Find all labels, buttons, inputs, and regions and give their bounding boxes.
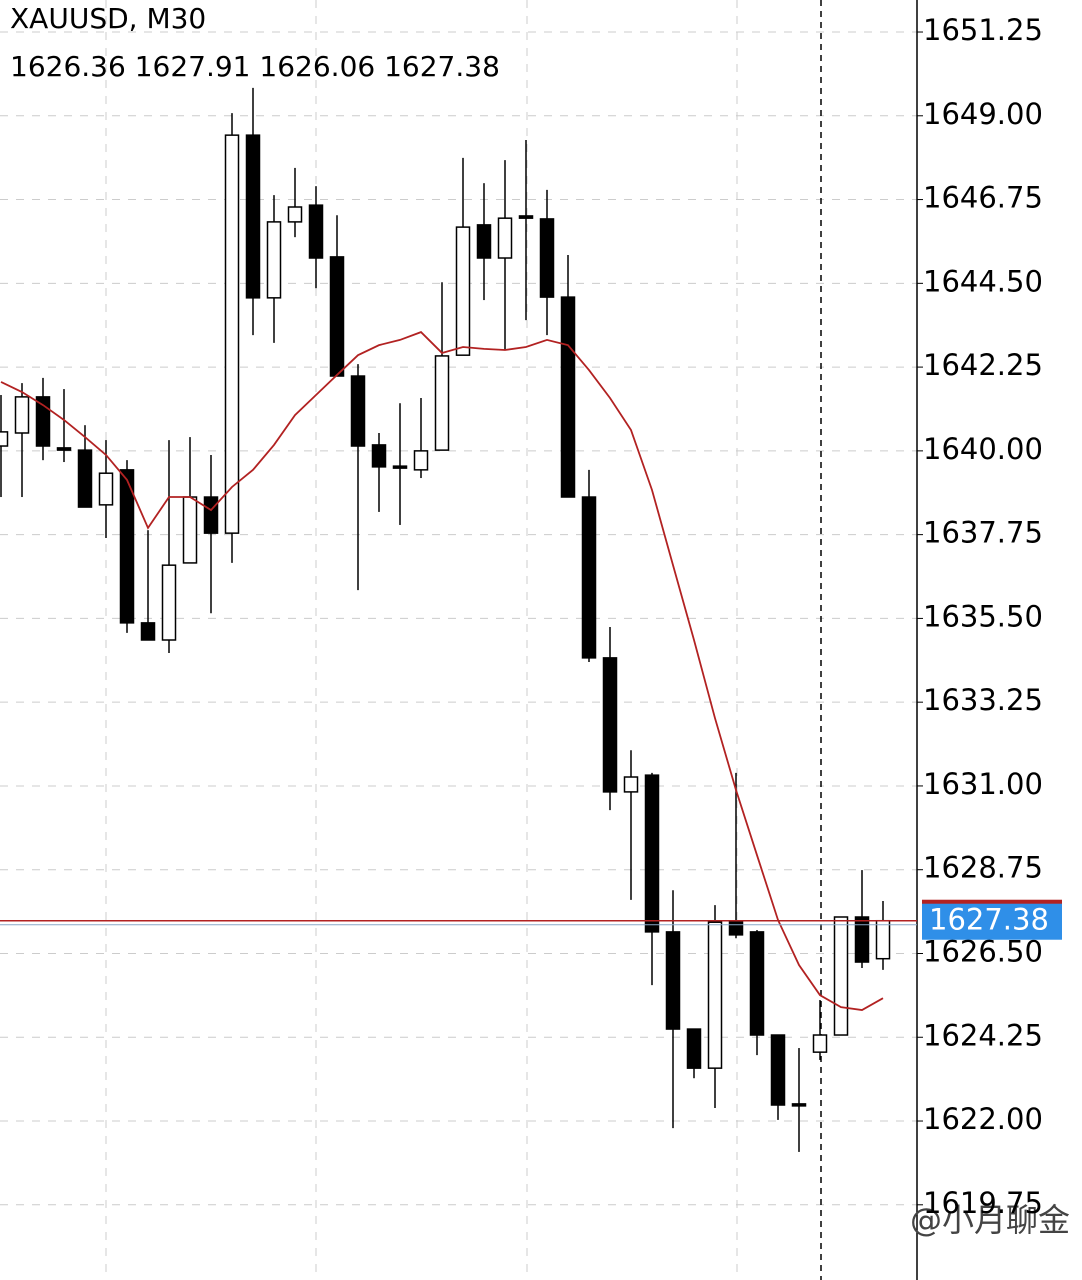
moving-average <box>0 331 884 1012</box>
candle-body <box>749 931 765 1036</box>
open-readout: 1626.36 <box>10 50 126 83</box>
candle-body <box>203 496 219 534</box>
candle-body <box>350 375 366 447</box>
candle-body <box>434 355 450 451</box>
price-tag-label: 1627.38 <box>929 903 1049 937</box>
y-tick-label: 1624.25 <box>923 1018 1043 1052</box>
candle-body <box>539 218 555 298</box>
low-readout: 1626.06 <box>259 50 375 83</box>
candle-body <box>707 921 723 1069</box>
y-tick-label: 1619.75 <box>923 1186 1043 1220</box>
y-tick-label: 1628.75 <box>923 851 1043 885</box>
candle-body <box>308 204 324 259</box>
high-readout: 1627.91 <box>135 50 251 83</box>
candle-body <box>98 472 114 506</box>
candle-body <box>224 134 240 534</box>
price-tag-edge <box>922 899 1062 904</box>
candle-body <box>287 206 303 223</box>
y-tick-label: 1651.25 <box>923 13 1043 47</box>
candle-body <box>833 916 849 1036</box>
y-tick-label: 1622.00 <box>923 1102 1043 1136</box>
candle-body <box>791 1103 807 1107</box>
candle-body <box>329 256 345 377</box>
candle-body <box>161 564 177 641</box>
candle-body <box>812 1034 828 1053</box>
candle-body <box>371 444 387 468</box>
close-readout: 1627.38 <box>384 50 500 83</box>
y-tick-label: 1631.00 <box>923 767 1043 801</box>
candle-body <box>392 465 408 469</box>
y-tick-label: 1642.25 <box>923 348 1043 382</box>
y-tick-label: 1644.50 <box>923 264 1043 298</box>
candle-body <box>602 657 618 793</box>
y-tick-label: 1649.00 <box>923 97 1043 131</box>
ohlc-readout: 1626.36 1627.91 1626.06 1627.38 <box>10 50 500 83</box>
chart-title: XAUUSD, M30 <box>10 2 206 35</box>
candle-body <box>875 919 891 960</box>
watermark: @小月聊金 <box>910 1201 1070 1239</box>
candle-body <box>182 496 198 564</box>
candle-body <box>476 224 492 259</box>
candle-body <box>140 622 156 641</box>
candle-body <box>56 447 72 451</box>
candle-body <box>35 396 51 447</box>
y-tick-label: 1640.00 <box>923 432 1043 466</box>
candle-body <box>518 215 534 219</box>
candle-body <box>560 296 576 498</box>
y-tick-label: 1637.75 <box>923 516 1043 550</box>
candle-body <box>119 469 135 624</box>
candle-body <box>770 1034 786 1106</box>
candle-body <box>728 921 744 936</box>
y-tick-label: 1635.50 <box>923 599 1043 633</box>
candle-body <box>77 449 93 508</box>
y-tick-label: 1646.75 <box>923 181 1043 215</box>
y-tick-label: 1633.25 <box>923 683 1043 717</box>
candle-body <box>581 496 597 659</box>
candle-body <box>623 776 639 793</box>
candle-body <box>14 396 30 434</box>
candle-body <box>644 774 660 933</box>
candle-body <box>686 1028 702 1069</box>
candle-body <box>455 226 471 356</box>
candle-body <box>413 450 429 471</box>
price-tag <box>922 901 1062 940</box>
candle-body <box>0 431 9 447</box>
candle-body <box>854 916 870 963</box>
candle-body <box>245 134 261 299</box>
candle-body <box>266 221 282 299</box>
candle-body <box>497 217 513 259</box>
candle-body <box>665 931 681 1030</box>
y-tick-label: 1626.50 <box>923 934 1043 968</box>
